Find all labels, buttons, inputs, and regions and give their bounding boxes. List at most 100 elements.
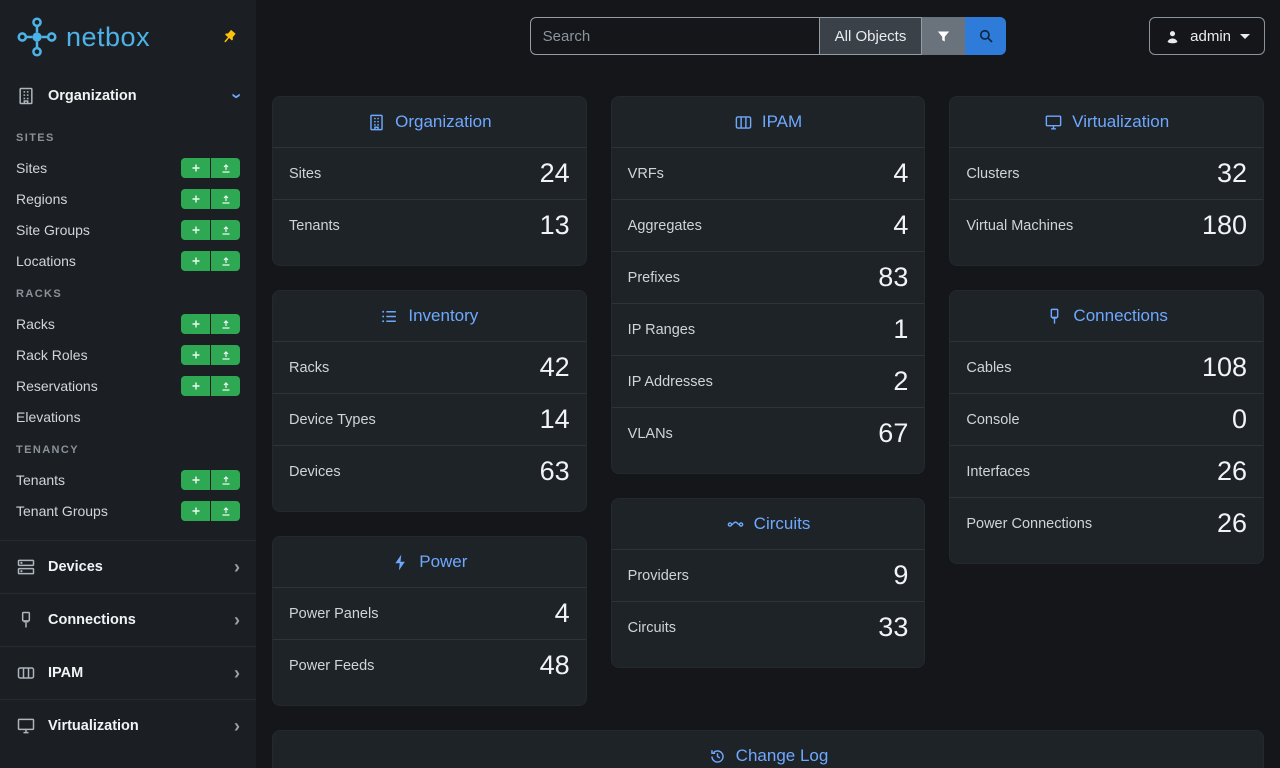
sidebar-item-connections[interactable]: Connections › [0,596,256,644]
lightning-icon [391,553,410,572]
sidebar-item-elevations[interactable]: Elevations [16,408,81,425]
sidebar-item-rack-roles[interactable]: Rack Roles [16,346,88,363]
search-button[interactable] [965,17,1007,55]
stat-row-devices[interactable]: Devices 63 [273,446,586,497]
object-type-button[interactable]: All Objects [819,17,923,55]
card-organization: Organization Sites 24 Tenants 13 [272,96,587,266]
user-menu-button[interactable]: admin [1149,17,1265,55]
stat-label: Racks [289,359,330,376]
import-button[interactable] [211,344,240,365]
topbar: All Objects [256,0,1280,72]
stat-row-vrfs[interactable]: VRFs 4 [611,148,925,200]
stat-row-sites[interactable]: Sites 24 [273,148,586,200]
stat-row-circuits[interactable]: Circuits 33 [612,602,925,653]
stat-row-console[interactable]: Console 0 [950,394,1264,446]
card-title: Inventory [273,291,586,342]
sidebar-item-ipam[interactable]: IPAM › [0,649,256,697]
stat-row-providers[interactable]: Providers 9 [611,550,925,602]
stat-row-prefixes[interactable]: Prefixes 83 [611,252,925,304]
stat-row-power-panels[interactable]: Power Panels 4 [273,588,586,640]
user-name: admin [1190,27,1231,45]
sidebar-item-tenant-groups[interactable]: Tenant Groups [16,502,108,519]
sidebar-item-regions[interactable]: Regions [16,190,68,207]
add-button[interactable] [181,344,210,365]
import-button[interactable] [211,250,240,271]
stat-row-tenants[interactable]: Tenants 13 [273,200,586,251]
sidebar-group-connections: Connections › [0,593,256,646]
pin-sidebar-button[interactable] [218,26,240,48]
stat-row-power-feeds[interactable]: Power Feeds 48 [273,640,586,691]
stat-row-clusters[interactable]: Clusters 32 [950,148,1264,200]
add-button[interactable] [181,188,210,209]
add-button[interactable] [181,313,210,334]
card-title-text: IPAM [761,112,803,131]
stat-row-interfaces[interactable]: Interfaces 26 [950,446,1264,498]
pin-icon [220,28,238,46]
sidebar-section-heading: TENANCY [16,444,79,456]
sidebar-item-row: Site Groups [16,214,240,245]
import-button[interactable] [211,157,240,178]
stat-row-vlans[interactable]: VLANs 67 [612,408,925,459]
filter-button[interactable] [922,17,966,55]
stat-row-aggregates[interactable]: Aggregates 4 [611,200,925,252]
add-button[interactable] [181,157,210,178]
chevron-right-icon: › [234,663,240,683]
sidebar-item-site-groups[interactable]: Site Groups [16,221,90,238]
monitor-icon [16,716,36,736]
card-title-text: Circuits [753,514,811,533]
grid-icon [734,113,753,132]
sidebar-item-devices[interactable]: Devices › [0,543,256,591]
user-icon [1164,28,1181,45]
import-button[interactable] [211,500,240,521]
footer-card-slot: Change Log [272,730,1264,768]
sidebar-item-locations[interactable]: Locations [16,252,76,269]
sidebar-item-racks[interactable]: Racks [16,315,55,332]
server-icon [16,557,36,577]
stat-value: 63 [539,456,570,486]
chevron-right-icon: › [234,557,240,577]
import-button[interactable] [211,219,240,240]
sidebar-item-reservations[interactable]: Reservations [16,377,98,394]
stat-row-virtual-machines[interactable]: Virtual Machines 180 [950,200,1263,251]
plus-icon [190,255,202,267]
stat-value: 24 [539,158,570,188]
quick-actions [181,344,240,365]
stat-label: Prefixes [627,269,681,286]
stat-label: VLANs [627,425,673,442]
stat-row-power-connections[interactable]: Power Connections 26 [950,498,1263,549]
stat-value: 83 [878,262,909,292]
stat-value: 26 [1216,508,1248,538]
search-input[interactable] [529,17,820,55]
stat-row-ip-addresses[interactable]: IP Addresses 2 [611,356,925,408]
import-button[interactable] [211,313,240,334]
stat-label: Providers [627,567,689,584]
sidebar-item-sites[interactable]: Sites [16,159,48,176]
add-button[interactable] [181,250,210,271]
stat-row-ip-ranges[interactable]: IP Ranges 1 [611,304,925,356]
sidebar-item-tenants[interactable]: Tenants [16,471,66,488]
netbox-logo[interactable]: netbox [16,16,150,58]
import-button[interactable] [211,375,240,396]
stat-row-cables[interactable]: Cables 108 [950,342,1264,394]
add-button[interactable] [181,219,210,240]
import-button[interactable] [211,188,240,209]
add-button[interactable] [181,469,210,490]
sidebar-group-devices: Devices › [0,540,256,593]
add-button[interactable] [181,500,210,521]
import-button[interactable] [211,469,240,490]
sidebar-item-organization[interactable]: Organization › [0,72,256,120]
card-title: IPAM [611,97,925,148]
add-button[interactable] [181,375,210,396]
stat-label: Power Panels [289,605,379,622]
sidebar-item-virtualization[interactable]: Virtualization › [0,702,256,750]
sidebar-item-row: Elevations [16,401,240,432]
stat-row-device-types[interactable]: Device Types 14 [273,394,586,446]
stat-label: Circuits [627,619,677,636]
dashboard-column: Virtualization Clusters 32 Virtual Machines… [949,96,1265,706]
stat-value: 33 [878,612,909,642]
counter-icon [16,663,36,683]
netbox-logo-icon [16,16,58,58]
stat-row-racks[interactable]: Racks 42 [273,342,586,394]
quick-actions [181,375,240,396]
card-power: Power Power Panels 4 Power Feeds 48 [272,536,587,706]
